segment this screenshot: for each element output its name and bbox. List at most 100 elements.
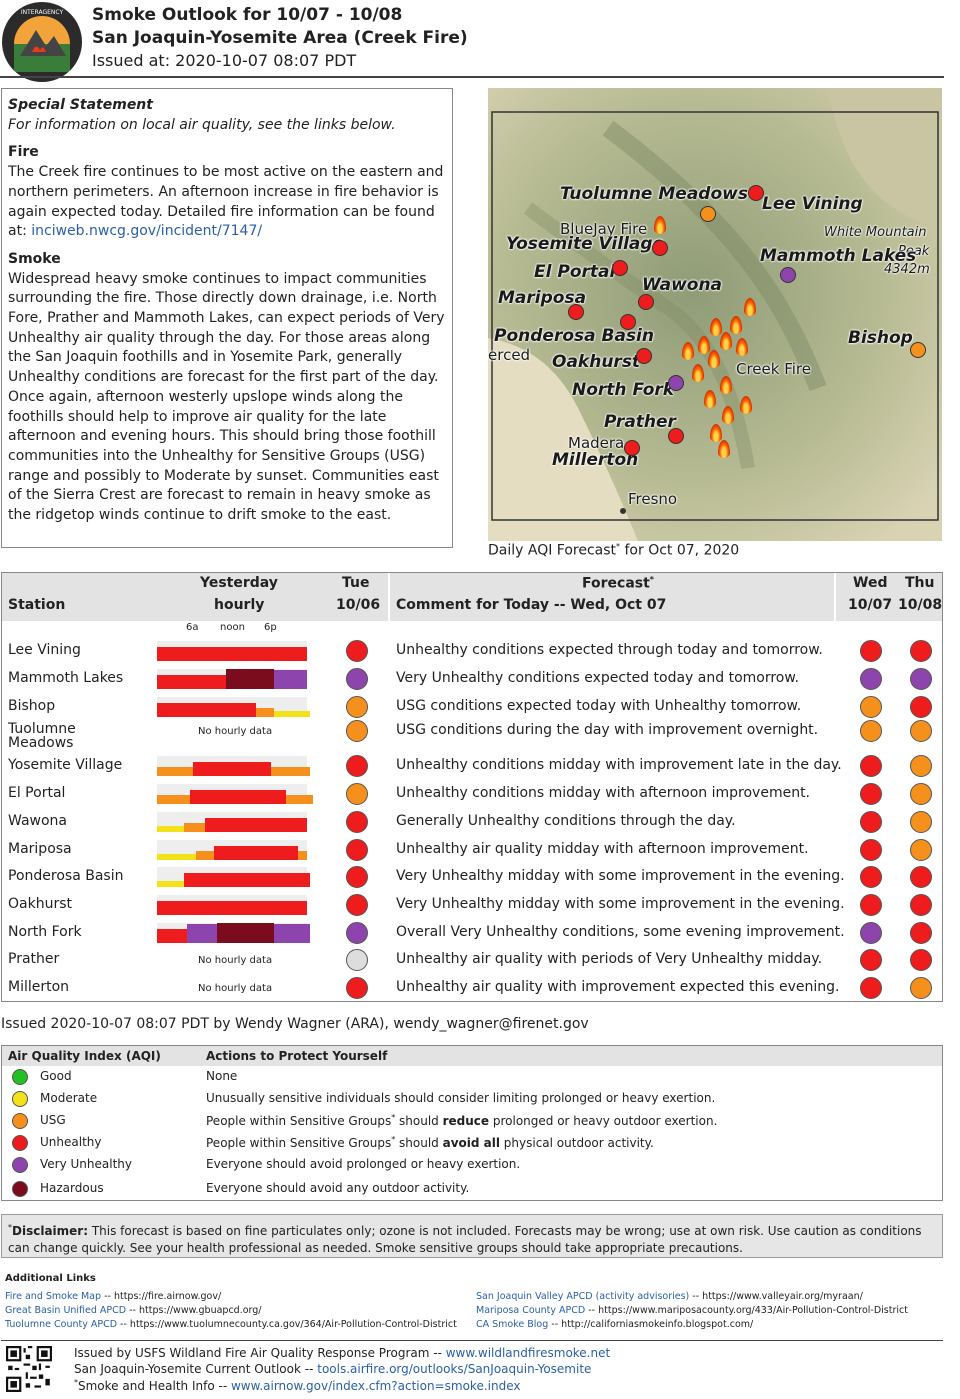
hourly-bar: [268, 901, 271, 915]
hourly-bar: [172, 703, 175, 717]
hourly-bar: [217, 901, 220, 915]
aqi-action: Unusually sensitive individuals should c…: [206, 1091, 716, 1105]
wed-aqi-circle: [860, 696, 882, 718]
aqi-category-name: Good: [40, 1069, 72, 1083]
hourly-bar: [244, 873, 247, 887]
hourly-bar: [235, 703, 238, 717]
hourly-bar: [226, 873, 229, 887]
hourly-bar: [256, 790, 259, 804]
hourly-bar: [280, 873, 283, 887]
issued-time: Issued at: 2020-10-07 08:07 PDT: [92, 51, 357, 70]
map-marker-oakhurst[interactable]: [636, 348, 652, 364]
fire-icon: [744, 298, 756, 316]
hourly-bar: [253, 762, 256, 776]
ca-smoke-blog-link[interactable]: CA Smoke Blog: [476, 1319, 549, 1330]
map-marker-millerton[interactable]: [624, 440, 640, 456]
hourly-bar: [235, 923, 238, 943]
hourly-bar: [163, 703, 166, 717]
hourly-bar: [247, 669, 250, 689]
gbuapcd-link[interactable]: Great Basin Unified APCD: [5, 1305, 127, 1316]
outlook-link[interactable]: tools.airfire.org/outlooks/SanJoaquin-Yo…: [317, 1362, 592, 1376]
hourly-bar: [244, 901, 247, 915]
aqi-color-swatch: [12, 1157, 28, 1173]
hourly-bar: [265, 901, 268, 915]
hourly-bar: [271, 873, 274, 887]
map-label-elevation: 4342m: [884, 262, 930, 277]
hourly-bar: [196, 873, 199, 887]
hourly-sparkline: [157, 923, 310, 943]
hourly-bar: [181, 647, 184, 661]
map-marker-bishop[interactable]: [910, 342, 926, 358]
map-marker-mariposa[interactable]: [568, 304, 584, 320]
hourly-bar: [247, 873, 250, 887]
hourly-bar: [304, 647, 307, 661]
map-marker-el-portal[interactable]: [612, 260, 628, 276]
hourly-bar: [235, 846, 238, 860]
inciweb-link[interactable]: inciweb.nwcg.gov/incident/7147/: [31, 223, 263, 240]
hourly-bar: [211, 762, 214, 776]
hourly-bar: [244, 846, 247, 860]
hourly-bar: [190, 647, 193, 661]
hourly-bar: [214, 901, 217, 915]
hourly-bar: [262, 762, 265, 776]
hourly-bar: [205, 924, 208, 943]
tuolumne-apcd-link[interactable]: Tuolumne County APCD: [5, 1319, 118, 1330]
map-marker-tuolumne[interactable]: [700, 206, 716, 222]
hourly-bar: [172, 647, 175, 661]
mariposa-apcd-link[interactable]: Mariposa County APCD: [476, 1305, 586, 1316]
map-marker-lee-vining[interactable]: [748, 185, 764, 201]
hourly-bar: [304, 711, 307, 717]
hourly-bar: [247, 846, 250, 860]
sjv-apcd-link[interactable]: San Joaquin Valley APCD (activity adviso…: [476, 1291, 690, 1302]
thu-aqi-circle: [910, 640, 932, 662]
wildlandfiresmoke-link[interactable]: www.wildlandfiresmoke.net: [445, 1346, 611, 1360]
map-marker-wawona[interactable]: [638, 294, 654, 310]
hourly-bar: [205, 790, 208, 804]
qr-code-icon[interactable]: [6, 1346, 52, 1392]
hourly-bar: [286, 767, 289, 776]
hourly-bar: [223, 703, 226, 717]
map-marker-yosemite[interactable]: [652, 240, 668, 256]
map-marker-ponderosa[interactable]: [620, 314, 636, 330]
hourly-bar: [298, 818, 301, 832]
hourly-bar: [217, 647, 220, 661]
map-marker-prather[interactable]: [668, 428, 684, 444]
map-label-yosemite: Yosemite Village: [506, 234, 665, 254]
hourly-bar: [196, 762, 199, 776]
map-label-white-mountain: White Mountain: [824, 225, 927, 240]
hourly-bar: [187, 854, 190, 860]
hourly-bar: [310, 795, 313, 804]
hourly-bar: [244, 669, 247, 689]
hourly-bar: [241, 901, 244, 915]
fire-icon: [720, 332, 732, 350]
forecast-comment: Unhealthy air quality with improvement e…: [396, 979, 840, 995]
hourly-bar: [277, 873, 280, 887]
hourly-bar: [172, 854, 175, 860]
fire-smoke-map-link[interactable]: Fire and Smoke Map: [5, 1291, 102, 1302]
hourly-bar: [199, 703, 202, 717]
hourly-bar: [253, 818, 256, 832]
map-label-wawona: Wawona: [642, 275, 723, 295]
hourly-bar: [247, 703, 250, 717]
hourly-bar: [205, 873, 208, 887]
map-marker-north-fork[interactable]: [668, 375, 684, 391]
hourly-bar: [190, 823, 193, 832]
airnow-smoke-link[interactable]: www.airnow.gov/index.cfm?action=smoke.in…: [230, 1379, 521, 1393]
tue-aqi-circle: [346, 755, 368, 777]
station-name: Oakhurst: [8, 896, 72, 912]
hourly-sparkline: [157, 840, 307, 860]
hourly-bar: [187, 675, 190, 689]
hourly-bar: [265, 708, 268, 717]
hourly-bar: [202, 873, 205, 887]
map-marker-mammoth[interactable]: [780, 267, 796, 283]
hourly-bar: [259, 669, 262, 689]
tue-aqi-circle: [346, 668, 368, 690]
hourly-bar: [223, 790, 226, 804]
forecast-comment: Unhealthy conditions midday with improve…: [396, 757, 842, 773]
thu-aqi-circle: [910, 866, 932, 888]
hourly-bar: [232, 818, 235, 832]
hourly-bar: [235, 901, 238, 915]
hourly-bar: [295, 818, 298, 832]
fire-section-title: Fire: [8, 144, 39, 161]
hourly-bar: [259, 790, 262, 804]
